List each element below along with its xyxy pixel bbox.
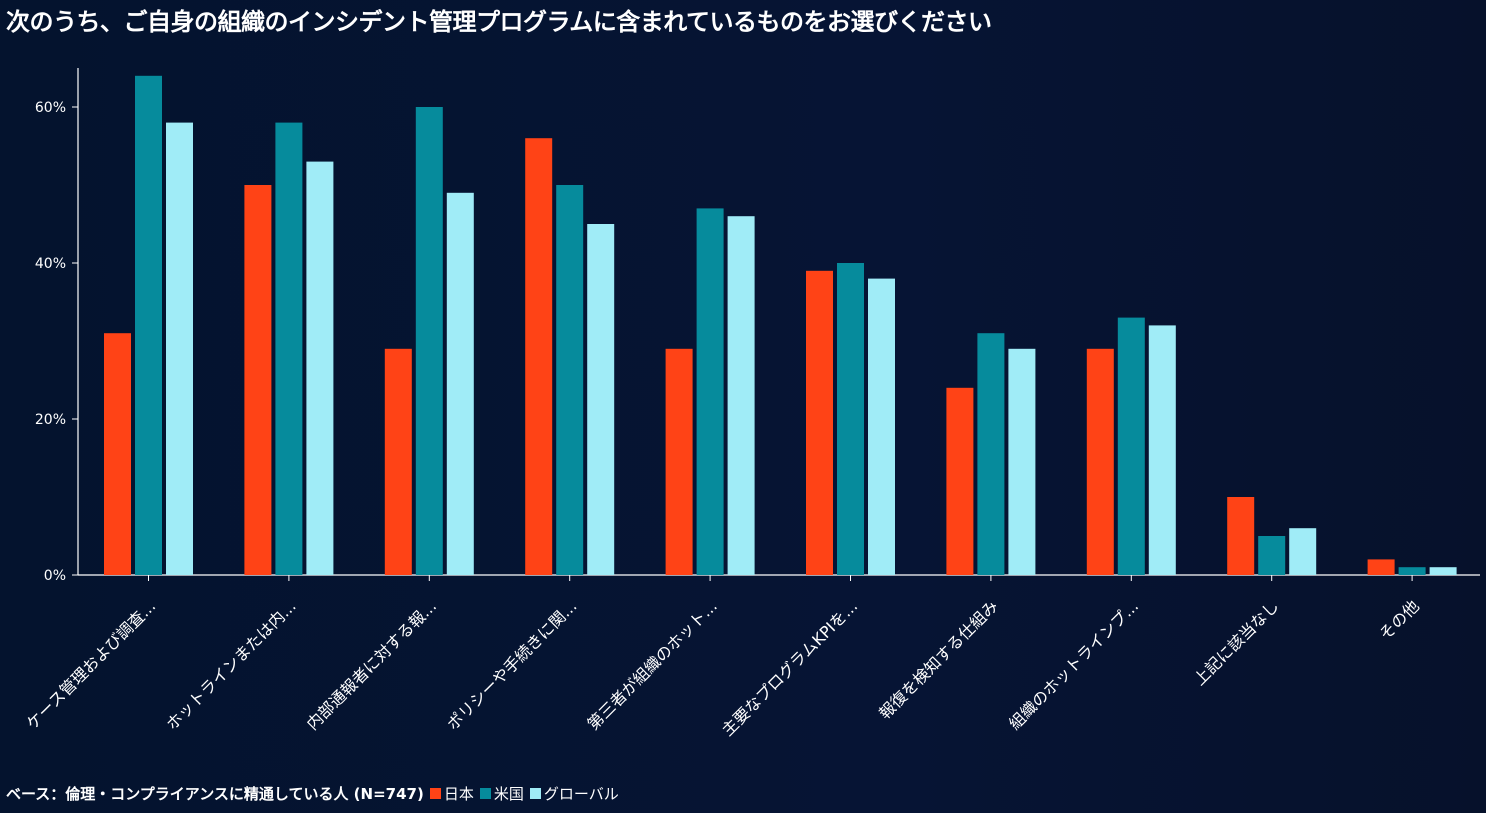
bar-1-5 bbox=[837, 263, 864, 575]
bar-1-1 bbox=[275, 122, 303, 575]
bar-0-6 bbox=[946, 387, 974, 575]
legend-label-us: 米国 bbox=[493, 785, 524, 803]
x-category-label: ケース管理および調査... bbox=[23, 596, 160, 733]
legend-swatch-japan bbox=[429, 788, 441, 799]
legend-item-global: グローバル bbox=[529, 783, 619, 804]
bar-2-3 bbox=[587, 224, 615, 575]
y-tick-label: 20% bbox=[35, 412, 66, 428]
y-tick-label: 0% bbox=[44, 568, 66, 584]
legend-swatch-global bbox=[529, 788, 541, 799]
legend-label-japan: 日本 bbox=[443, 785, 474, 803]
bar-2-5 bbox=[868, 278, 895, 575]
bar-2-9 bbox=[1429, 567, 1457, 575]
legend-item-japan: 日本 bbox=[429, 783, 474, 804]
bar-2-4 bbox=[727, 216, 755, 575]
bars bbox=[104, 75, 1457, 576]
bar-1-3 bbox=[556, 185, 584, 575]
bar-2-7 bbox=[1148, 325, 1176, 575]
bar-1-8 bbox=[1258, 536, 1286, 575]
x-category-label: ポリシーや手続きに関... bbox=[443, 596, 580, 733]
x-category-label: 組織のホットラインプ... bbox=[1005, 596, 1142, 733]
chart-footer: ベース：倫理・コンプライアンスに精通している人 (N=747) 日本 米国 グロ… bbox=[6, 783, 625, 804]
bar-2-1 bbox=[306, 161, 334, 575]
bar-1-7 bbox=[1117, 317, 1145, 575]
y-tick-label: 40% bbox=[35, 256, 66, 272]
bar-1-0 bbox=[135, 75, 162, 576]
chart-title: 次のうち、ご自身の組織のインシデント管理プログラムに含まれているものをお選びくだ… bbox=[6, 8, 992, 36]
x-category-label: 第三者が組織のホット... bbox=[584, 596, 721, 733]
x-category-label: 上記に該当なし bbox=[1190, 596, 1283, 689]
legend-swatch-us bbox=[479, 788, 491, 799]
bar-1-9 bbox=[1398, 567, 1426, 575]
bar-0-3 bbox=[525, 138, 553, 575]
x-category-label: 報復を検知する仕組み bbox=[875, 596, 1002, 723]
x-category-label: その他 bbox=[1376, 596, 1423, 643]
legend-item-us: 米国 bbox=[479, 783, 524, 804]
bar-2-2 bbox=[446, 192, 474, 576]
bar-1-2 bbox=[415, 107, 443, 575]
bar-1-4 bbox=[696, 208, 724, 575]
category-labels: ケース管理および調査... ホットラインまたは内... 内部通報者に対する報... ポ… bbox=[23, 596, 1423, 739]
bar-0-0 bbox=[104, 333, 131, 575]
x-category-label: 主要なプログラムKPIを... bbox=[718, 596, 861, 739]
bar-2-6 bbox=[1008, 348, 1036, 575]
legend-label-global: グローバル bbox=[543, 785, 619, 803]
bar-2-8 bbox=[1289, 528, 1317, 575]
bar-0-4 bbox=[665, 348, 693, 575]
bar-chart: 0% 20% 40% 60% ケース管理および調査... ホットラインまたは内... 内部… bbox=[23, 75, 1457, 739]
bar-0-8 bbox=[1227, 497, 1255, 575]
bar-0-7 bbox=[1086, 348, 1114, 575]
bar-0-5 bbox=[806, 270, 833, 575]
x-category-label: 内部通報者に対する報... bbox=[303, 596, 440, 733]
bar-0-9 bbox=[1367, 559, 1395, 575]
bar-0-1 bbox=[244, 185, 272, 575]
bar-1-6 bbox=[977, 333, 1005, 575]
bar-2-0 bbox=[166, 122, 193, 575]
base-note: ベース：倫理・コンプライアンスに精通している人 (N=747) bbox=[6, 785, 424, 803]
bar-0-2 bbox=[384, 348, 412, 575]
x-category-label: ホットラインまたは内... bbox=[162, 596, 299, 733]
y-tick-label: 60% bbox=[35, 100, 66, 116]
